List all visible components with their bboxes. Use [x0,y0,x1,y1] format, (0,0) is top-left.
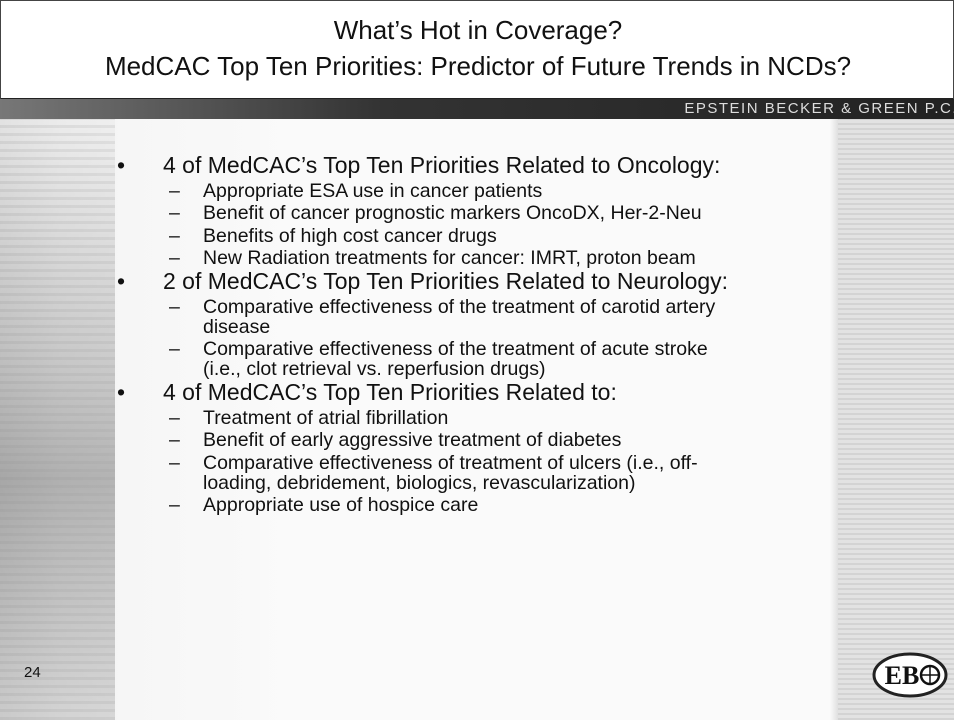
title-line: What’s Hot in Coverage? [1,15,954,46]
sub-item: Comparative effectiveness of treatment o… [115,453,743,493]
bullet-list: 4 of MedCAC’s Top Ten Priorities Related… [115,152,835,515]
sub-item: Benefit of cancer prognostic markers Onc… [115,203,743,223]
sub-item: New Radiation treatments for cancer: IMR… [115,248,743,268]
bullet-heading: 2 of MedCAC’s Top Ten Priorities Related… [115,269,835,294]
sub-item: Treatment of atrial fibrillation [115,408,743,428]
title-area: What’s Hot in Coverage? MedCAC Top Ten P… [0,0,954,100]
sub-item: Comparative effectiveness of the treatme… [115,339,743,379]
firm-bar: EPSTEIN BECKER & GREEN P.C. [0,99,954,119]
capitol-image [0,118,115,720]
sub-item: Benefits of high cost cancer drugs [115,226,743,246]
logo-text: EB [885,661,920,690]
logo: EB [872,652,948,698]
bullet-heading: 4 of MedCAC’s Top Ten Priorities Related… [115,153,835,178]
side-strip [838,118,954,720]
sub-item: Appropriate use of hospice care [115,495,743,515]
slide: What’s Hot in Coverage? MedCAC Top Ten P… [0,0,954,720]
sub-item: Benefit of early aggressive treatment of… [115,430,743,450]
sub-item: Comparative effectiveness of the treatme… [115,297,743,337]
title-line: MedCAC Top Ten Priorities: Predictor of … [1,51,954,82]
firm-name: EPSTEIN BECKER & GREEN P.C. [684,100,954,117]
sub-item: Appropriate ESA use in cancer patients [115,181,743,201]
bullet-heading: 4 of MedCAC’s Top Ten Priorities Related… [115,380,835,405]
page-number: 24 [24,664,41,681]
